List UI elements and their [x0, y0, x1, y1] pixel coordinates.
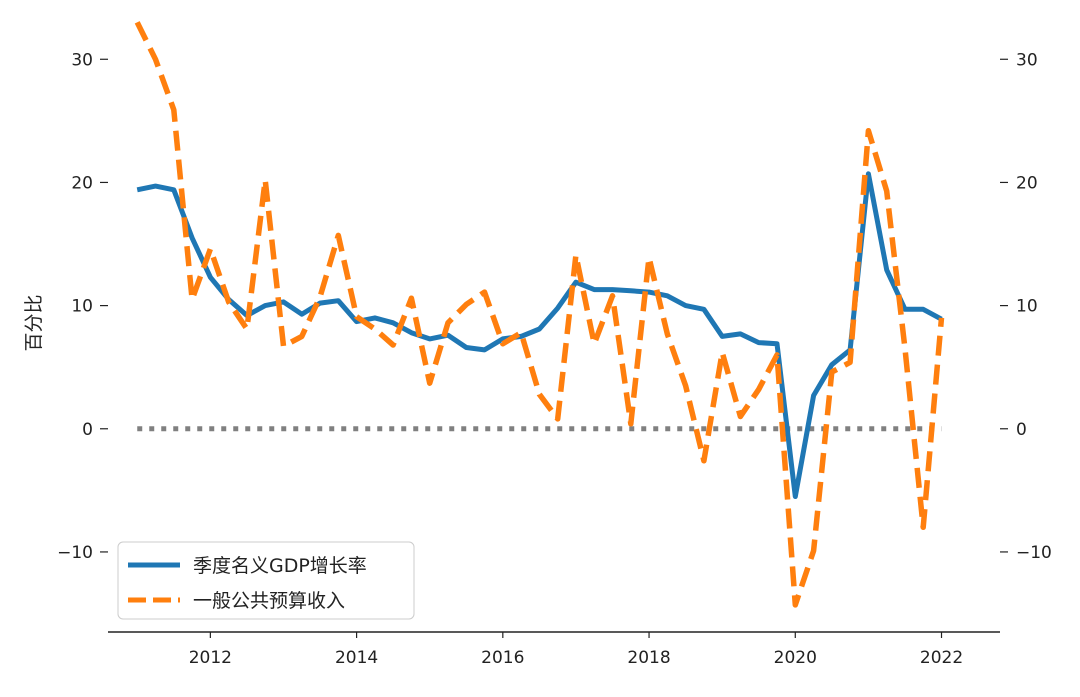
y-tick-label-left: −10	[57, 543, 93, 563]
y-axis-label: 百分比	[23, 294, 45, 351]
legend-frame	[117, 541, 415, 620]
y-tick-label-left: 20	[71, 173, 93, 193]
legend-label-budget-revenue: 一般公共预算收入	[193, 590, 345, 612]
y-tick-label-right: −10	[1016, 543, 1052, 563]
y-tick-label-left: 0	[82, 420, 93, 440]
y-tick-label-right: 10	[1016, 297, 1038, 317]
x-tick-label: 2016	[481, 648, 524, 668]
gdp-growth-line	[136, 171, 943, 499]
x-tick-label: 2022	[920, 648, 963, 668]
y-tick-label-right: 0	[1016, 420, 1027, 440]
legend: 季度名义GDP增长率 一般公共预算收入	[117, 541, 415, 620]
legend-label-gdp: 季度名义GDP增长率	[193, 555, 367, 577]
y-tick-label-right: 20	[1016, 173, 1038, 193]
y-tick-label-left: 30	[71, 50, 93, 70]
x-tick-label: 2018	[627, 648, 670, 668]
y-tick-label-left: 10	[71, 297, 93, 317]
x-tick-label: 2014	[335, 648, 378, 668]
x-tick-label: 2012	[189, 648, 232, 668]
y-tick-label-right: 30	[1016, 50, 1038, 70]
budget-revenue-line	[134, 21, 945, 608]
x-tick-label: 2020	[774, 648, 817, 668]
